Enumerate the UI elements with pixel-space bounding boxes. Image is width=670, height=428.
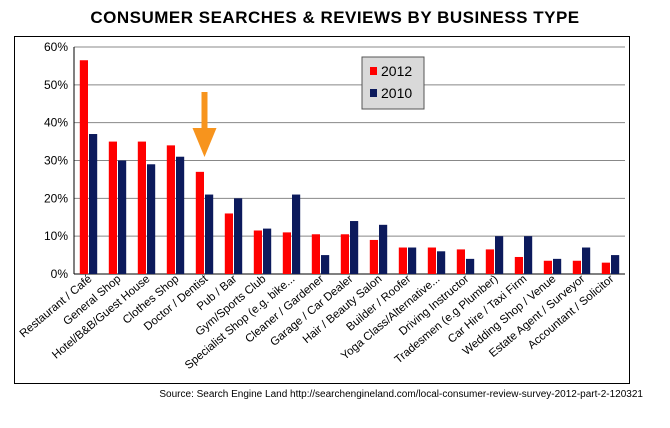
arrow-shaft bbox=[201, 92, 208, 130]
legend-swatch-2010 bbox=[370, 89, 377, 97]
bar-2010 bbox=[582, 247, 591, 274]
bar-2010 bbox=[350, 221, 359, 274]
bar-2010 bbox=[408, 247, 417, 274]
chart-title: CONSUMER SEARCHES & REVIEWS BY BUSINESS … bbox=[90, 8, 580, 27]
chart-plot: 0%10%20%30%40%50%60%Restaurant / CaféGen… bbox=[18, 40, 625, 372]
bar-2012 bbox=[369, 239, 378, 274]
legend-label: 2012 bbox=[381, 63, 412, 79]
bar-2012 bbox=[108, 141, 117, 274]
bar-2010 bbox=[118, 160, 127, 274]
legend: 2012 2010 bbox=[361, 56, 425, 110]
legend-label: 2010 bbox=[381, 85, 412, 101]
bar-2012 bbox=[311, 234, 320, 274]
bar-2012 bbox=[398, 247, 407, 274]
bar-2010 bbox=[89, 134, 98, 274]
y-tick-label: 0% bbox=[51, 267, 69, 281]
bar-2010 bbox=[379, 224, 388, 274]
bar-2012 bbox=[572, 260, 581, 274]
bar-2012 bbox=[79, 60, 88, 274]
bar-2010 bbox=[437, 251, 446, 274]
source-caption: Source: Search Engine Land http://search… bbox=[159, 389, 643, 400]
bar-2010 bbox=[495, 236, 504, 274]
bar-2012 bbox=[514, 256, 523, 274]
bar-2010 bbox=[234, 198, 243, 274]
y-tick-label: 40% bbox=[44, 116, 68, 130]
bar-2012 bbox=[340, 234, 349, 274]
bar-2012 bbox=[543, 260, 552, 274]
bar-2012 bbox=[253, 230, 262, 274]
bar-2012 bbox=[282, 232, 291, 274]
bar-2010 bbox=[263, 228, 272, 274]
bar-2010 bbox=[292, 194, 301, 274]
bar-2012 bbox=[137, 141, 146, 274]
arrow-head bbox=[192, 128, 217, 157]
bar-2012 bbox=[456, 249, 465, 274]
bar-2010 bbox=[176, 156, 185, 274]
bar-2010 bbox=[466, 258, 475, 274]
highlight-arrow bbox=[192, 92, 217, 157]
bar-2010 bbox=[321, 255, 330, 274]
bar-2010 bbox=[553, 258, 562, 274]
bar-2012 bbox=[224, 213, 233, 274]
bar-2010 bbox=[205, 194, 214, 274]
bar-2012 bbox=[485, 249, 494, 274]
bar-2012 bbox=[427, 247, 436, 274]
y-tick-label: 30% bbox=[44, 154, 68, 168]
legend-swatch-2012 bbox=[370, 67, 377, 75]
bar-2010 bbox=[147, 164, 156, 274]
bar-2012 bbox=[166, 145, 175, 274]
y-tick-label: 50% bbox=[44, 78, 68, 92]
legend-box bbox=[361, 56, 425, 110]
bar-2012 bbox=[601, 262, 610, 274]
bar-2010 bbox=[524, 236, 533, 274]
bar-2012 bbox=[195, 171, 204, 274]
y-tick-label: 10% bbox=[44, 229, 68, 243]
chart-frame bbox=[14, 36, 630, 384]
bar-2010 bbox=[611, 255, 620, 274]
y-tick-label: 60% bbox=[44, 40, 68, 54]
y-tick-label: 20% bbox=[44, 191, 68, 205]
